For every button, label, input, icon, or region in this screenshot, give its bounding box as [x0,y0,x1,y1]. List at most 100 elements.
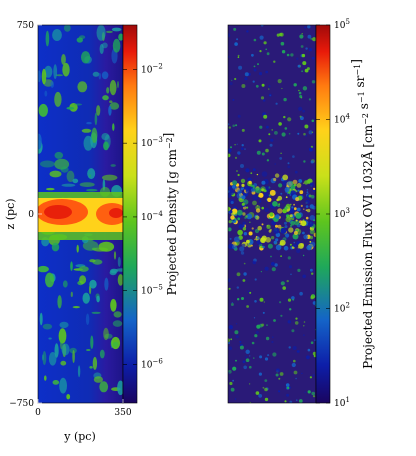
density-filament [112,123,115,131]
ovi-speckle [268,133,271,136]
ovi-speckle [291,296,295,300]
ovi-speckle [264,379,268,382]
ovi-speckle [303,160,306,163]
ovi-speckle [271,262,275,266]
ovi-speckle [312,395,316,398]
ovi-speckle [293,183,297,187]
ovi-speckle [253,317,256,319]
ovi-speckle [239,345,244,350]
ovi-speckle [312,301,316,305]
ovi-speckle [243,232,248,236]
ovi-speckle [275,244,282,251]
ovi-speckle [271,129,274,131]
ovi-speckle [262,99,266,102]
ovi-speckle [234,77,237,81]
density-colorbar-gradient [123,25,137,403]
ovi-speckle [241,202,245,206]
density-filament [89,279,97,289]
x-tick-label: 0 [35,408,41,418]
ovi-speckle [251,341,255,345]
ovi-speckle [253,68,257,72]
ovi-speckle [247,290,250,293]
ovi-speckle [232,180,238,186]
ovi-speckle [246,213,253,220]
ovi-speckle [271,267,276,272]
ovi-speckle [279,239,286,246]
ovi-speckle [296,248,301,254]
density-filament [87,168,96,180]
ovi-speckle [307,390,311,394]
ovi-speckle [285,196,288,199]
ovi-speckle [304,26,307,29]
ovi-speckle [273,60,276,63]
ovi-speckle [232,124,235,128]
ovi-speckle [278,122,282,126]
ovi-speckle [280,255,282,257]
density-filament [78,266,89,272]
ovi-speckle [298,399,303,403]
ovi-speckle [240,164,244,168]
ovi-speckle [246,206,249,209]
ovi-speckle [236,38,239,41]
density-filament [77,365,81,378]
ovi-speckle [299,115,302,118]
ovi-speckle [265,70,269,74]
ovi-speckle [244,216,247,220]
ovi-speckle [250,172,253,175]
ovi-speckle [263,41,267,45]
ovi-speckle [308,147,313,152]
ovi-speckle [293,203,295,206]
ovi-speckle [258,139,262,143]
ovi-speckle [291,206,294,209]
ovi-speckle [299,190,304,195]
density-filament [91,311,101,314]
ovi-speckle [262,245,265,249]
ovi-speckle [292,346,297,350]
ovi-speckle [253,38,257,42]
ovi-speckle [256,236,260,240]
ovi-speckle [302,61,307,66]
density-filament [93,376,103,383]
ovi-speckle [301,33,303,35]
ovi-speckle [294,321,299,325]
ovi-speckle [258,72,263,76]
ovi-speckle [249,355,251,357]
ovi-speckle [259,35,264,40]
density-filament [109,100,113,103]
density-filament [40,160,55,168]
density-filament [117,380,123,396]
ovi-speckle [236,193,243,199]
ovi-speckle [284,225,288,229]
ovi-speckle [230,338,233,341]
ovi-speckle [228,126,231,129]
ovi-speckle [234,330,239,335]
ovi-speckle [313,355,316,358]
y-tick-label: 750 [17,21,34,31]
ovi-speckle [286,53,290,57]
ovi-speckle [294,170,298,174]
ovi-speckle [278,183,283,188]
ovi-speckle [250,188,255,193]
density-filament [52,380,60,385]
ovi-speckle [305,205,309,208]
ovi-speckle [229,208,231,210]
ovi-speckle [309,182,314,187]
ovi-speckle [285,233,290,238]
density-filament [77,81,88,93]
density-filament [57,295,62,309]
ovi-speckle [254,300,257,303]
ovi-speckle [242,221,246,225]
ovi-speckle [281,87,283,90]
density-filament [112,38,121,53]
ovi-speckle [311,56,315,60]
ovi-speckle [249,365,252,369]
density-filament [92,71,100,77]
ovi-speckle [237,189,242,195]
ovi-speckle [230,201,234,204]
density-filament [60,360,67,366]
ovi-speckle [279,301,282,304]
ovi-speckle [292,155,295,158]
ovi-speckle [243,262,246,265]
ovi-colorbar-title: Projected Emission Flux OVI 1032Å [cm−2 … [349,59,375,369]
